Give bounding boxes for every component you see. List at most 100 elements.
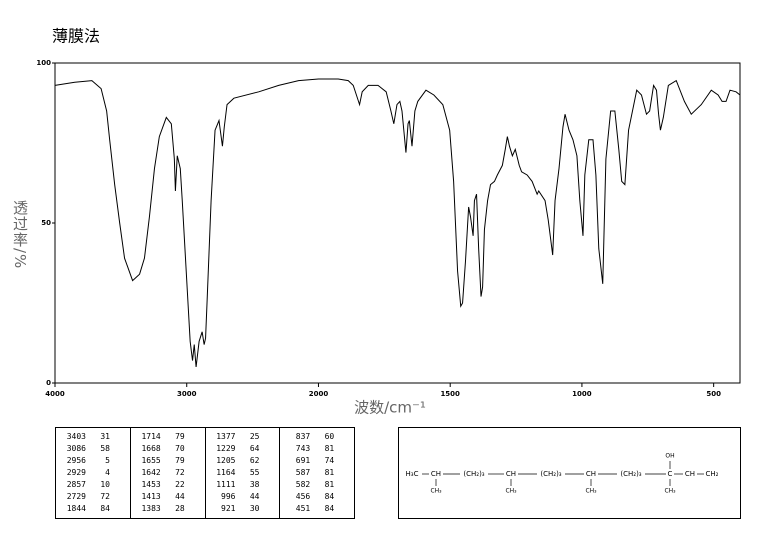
peak-row: 1413 44	[137, 491, 205, 503]
chain-group: CH	[685, 470, 695, 478]
x-tick-label: 4000	[45, 390, 65, 398]
peak-wavenumber: 2929	[66, 468, 86, 477]
chain-group: (CH₂)₃	[540, 470, 561, 478]
peak-row: 691 74	[286, 455, 354, 467]
peak-wavenumber: 743	[295, 444, 311, 453]
peak-wavenumber: 2857	[66, 480, 86, 489]
peak-transmittance: 28	[175, 504, 185, 513]
x-tick-label: 500	[706, 390, 721, 398]
peak-transmittance: 72	[100, 492, 110, 501]
peak-wavenumber: 1164	[216, 468, 236, 477]
peak-wavenumber: 1668	[141, 444, 161, 453]
peak-transmittance: 44	[175, 492, 185, 501]
peak-wavenumber: 2729	[66, 492, 86, 501]
peak-transmittance: 25	[249, 432, 260, 441]
peak-transmittance: 84	[100, 504, 110, 513]
peak-row: 3403 31	[62, 431, 130, 443]
peak-row: 743 81	[286, 443, 354, 455]
peak-row: 1714 79	[137, 431, 205, 443]
substituent: CH₃	[430, 488, 442, 495]
peak-row: 921 30	[212, 503, 280, 515]
peak-row: 2956 5	[62, 455, 130, 467]
peak-transmittance: 55	[249, 468, 260, 477]
peak-transmittance: 22	[175, 480, 185, 489]
peak-row: 1229 64	[212, 443, 280, 455]
peak-row: 2929 4	[62, 467, 130, 479]
peak-transmittance: 4	[105, 468, 110, 477]
peak-wavenumber: 1453	[141, 480, 161, 489]
y-tick-label: 0	[46, 379, 51, 387]
peak-wavenumber: 1714	[141, 432, 161, 441]
peak-transmittance: 30	[249, 504, 260, 513]
peak-transmittance: 62	[249, 456, 260, 465]
peak-wavenumber: 2956	[66, 456, 86, 465]
peak-row: 1111 38	[212, 479, 280, 491]
peak-row: 1453 22	[137, 479, 205, 491]
x-tick-label: 1500	[440, 390, 460, 398]
structure: H₃C CH (CH₂)₃ CH (CH₂)₃ CH (CH₂)₃ C CH CH₂ CH₃ CH₃ C…	[406, 453, 719, 495]
substituent: CH₃	[505, 488, 517, 495]
peak-wavenumber: 1383	[141, 504, 161, 513]
chart-title: 薄膜法	[52, 27, 100, 46]
peak-row: 2729 72	[62, 491, 130, 503]
substituent: CH₃	[585, 488, 597, 495]
peak-row: 3086 58	[62, 443, 130, 455]
peak-transmittance: 81	[324, 480, 335, 489]
peak-row: 837 60	[286, 431, 354, 443]
peak-row: 1205 62	[212, 455, 280, 467]
chain-group: H₃C	[406, 470, 419, 478]
peak-wavenumber: 1655	[141, 456, 161, 465]
peak-wavenumber: 1413	[141, 492, 161, 501]
peak-transmittance: 84	[324, 504, 335, 513]
peak-row: 1377 25	[212, 431, 280, 443]
peak-transmittance: 60	[324, 432, 335, 441]
peak-wavenumber: 1377	[216, 432, 236, 441]
peak-transmittance: 70	[175, 444, 185, 453]
peak-transmittance: 10	[100, 480, 110, 489]
peak-wavenumber: 921	[221, 504, 236, 513]
chain-group: CH	[506, 470, 516, 478]
peak-transmittance: 44	[249, 492, 260, 501]
peak-row: 582 81	[286, 479, 354, 491]
peak-wavenumber: 1844	[66, 504, 86, 513]
peak-wavenumber: 587	[295, 468, 311, 477]
peak-row: 1655 79	[137, 455, 205, 467]
spectrum-line	[54, 78, 741, 368]
substituent: CH₃	[664, 488, 676, 495]
peak-wavenumber: 451	[295, 504, 311, 513]
peak-wavenumber: 1642	[141, 468, 161, 477]
peak-transmittance: 74	[324, 456, 335, 465]
peak-wavenumber: 1111	[216, 480, 236, 489]
peak-wavenumber: 3086	[66, 444, 86, 453]
peak-wavenumber: 456	[295, 492, 311, 501]
peak-transmittance: 72	[175, 468, 185, 477]
x-axis-label: 波数/cm⁻¹	[354, 399, 426, 417]
peak-wavenumber: 1205	[216, 456, 236, 465]
peak-wavenumber: 837	[295, 432, 311, 441]
peak-wavenumber: 996	[221, 492, 236, 501]
peak-row: 1844 84	[62, 503, 130, 515]
chain-group: CH	[431, 470, 441, 478]
peak-transmittance: 31	[100, 432, 110, 441]
peak-table: 3403 31 3086 58 2956 5 2929 4 2857 10 2729 72 1844 84…	[55, 427, 355, 519]
peak-transmittance: 64	[249, 444, 260, 453]
peak-transmittance: 84	[324, 492, 335, 501]
y-tick-label: 100	[36, 59, 51, 67]
plot-frame	[54, 62, 741, 384]
peak-column: 1714 79 1668 70 1655 79 1642 72 1453 22 1413 44 1383…	[131, 428, 206, 518]
peak-row: 1383 28	[137, 503, 205, 515]
chain-group: (CH₂)₃	[620, 470, 641, 478]
peak-wavenumber: 582	[295, 480, 311, 489]
structure-box: H₃C CH (CH₂)₃ CH (CH₂)₃ CH (CH₂)₃ C CH CH₂ CH₃ CH₃ C…	[398, 427, 741, 519]
chain-group: CH	[586, 470, 596, 478]
chain-group: C	[668, 470, 673, 478]
peak-row: 2857 10	[62, 479, 130, 491]
peak-transmittance: 81	[324, 468, 335, 477]
peak-column: 1377 25 1229 64 1205 62 1164 55 1111 38 996 44 921 30	[206, 428, 281, 518]
peak-transmittance: 79	[175, 456, 185, 465]
y-axis-label: 透过率/%	[11, 200, 29, 270]
peak-transmittance: 38	[249, 480, 260, 489]
peak-row: 1164 55	[212, 467, 280, 479]
